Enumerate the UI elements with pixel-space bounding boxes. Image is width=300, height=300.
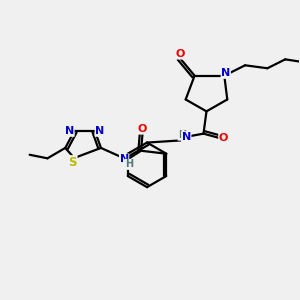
- Text: N: N: [65, 126, 74, 136]
- Text: O: O: [219, 133, 228, 143]
- Text: N: N: [182, 132, 191, 142]
- Text: N: N: [119, 154, 129, 164]
- Text: H: H: [178, 130, 186, 140]
- Text: O: O: [138, 124, 147, 134]
- Text: H: H: [125, 159, 133, 170]
- Text: N: N: [221, 68, 230, 78]
- Text: S: S: [68, 156, 77, 169]
- Text: O: O: [175, 49, 184, 59]
- Text: N: N: [95, 126, 104, 136]
